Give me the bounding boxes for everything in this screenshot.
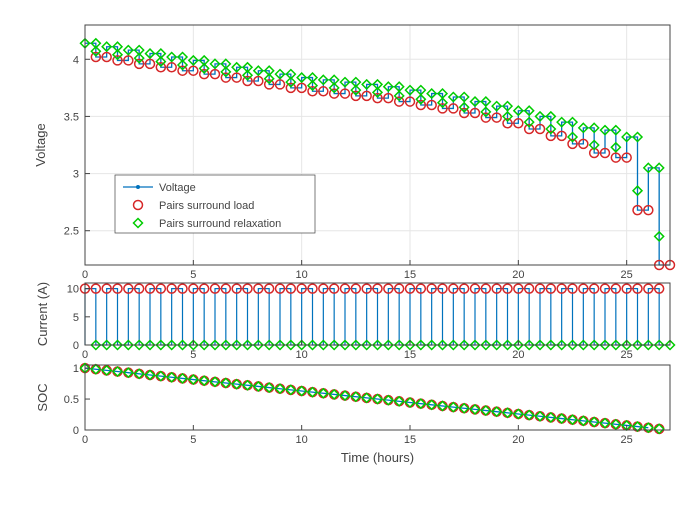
- svg-text:15: 15: [404, 434, 416, 446]
- svg-text:3: 3: [73, 169, 79, 181]
- svg-text:0: 0: [82, 349, 88, 361]
- svg-text:10: 10: [296, 349, 308, 361]
- svg-text:5: 5: [190, 434, 196, 446]
- svg-text:Time (hours): Time (hours): [341, 450, 414, 465]
- svg-text:Voltage: Voltage: [33, 123, 48, 166]
- battery-pulse-chart: 2.533.540510152025VoltageVoltagePairs su…: [0, 0, 700, 525]
- svg-text:20: 20: [512, 434, 524, 446]
- svg-text:Pairs surround relaxation: Pairs surround relaxation: [159, 218, 281, 230]
- svg-text:5: 5: [190, 349, 196, 361]
- svg-text:10: 10: [296, 434, 308, 446]
- svg-text:25: 25: [621, 349, 633, 361]
- svg-text:15: 15: [404, 349, 416, 361]
- svg-text:4: 4: [73, 54, 79, 66]
- svg-text:10: 10: [296, 269, 308, 281]
- svg-text:25: 25: [621, 269, 633, 281]
- svg-text:2.5: 2.5: [64, 226, 79, 238]
- svg-text:1: 1: [73, 363, 79, 375]
- svg-text:Voltage: Voltage: [159, 182, 196, 194]
- svg-text:5: 5: [190, 269, 196, 281]
- svg-text:3.5: 3.5: [64, 111, 79, 123]
- svg-text:0: 0: [82, 269, 88, 281]
- svg-text:0: 0: [73, 340, 79, 352]
- svg-text:10: 10: [67, 284, 79, 296]
- svg-text:0.5: 0.5: [64, 394, 79, 406]
- svg-text:25: 25: [621, 434, 633, 446]
- svg-text:20: 20: [512, 349, 524, 361]
- svg-text:15: 15: [404, 269, 416, 281]
- svg-text:20: 20: [512, 269, 524, 281]
- svg-text:0: 0: [73, 425, 79, 437]
- svg-text:5: 5: [73, 312, 79, 324]
- svg-text:Current (A): Current (A): [35, 282, 50, 346]
- svg-text:SOC: SOC: [35, 383, 50, 411]
- svg-text:Pairs surround load: Pairs surround load: [159, 200, 254, 212]
- svg-text:0: 0: [82, 434, 88, 446]
